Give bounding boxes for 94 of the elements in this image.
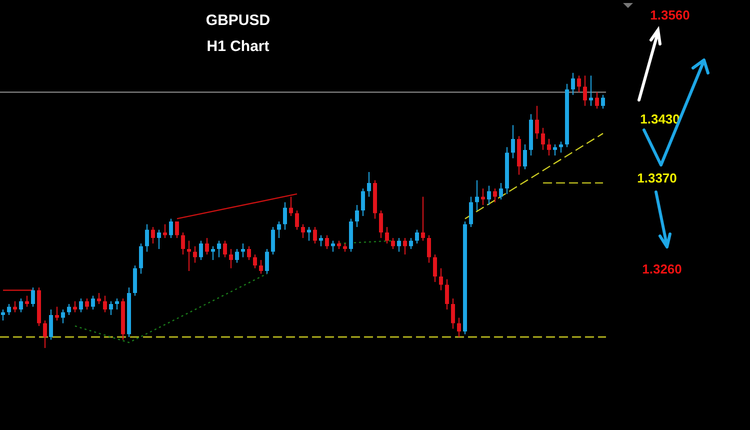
candlestick <box>199 240 203 260</box>
candlestick <box>385 226 389 244</box>
candlestick <box>205 237 209 255</box>
candlestick <box>169 218 173 238</box>
candlestick <box>163 224 167 238</box>
candlestick <box>379 210 383 238</box>
candlestick <box>31 286 35 308</box>
candlestick <box>391 237 395 250</box>
candlestick <box>583 75 587 106</box>
candlestick <box>109 300 113 316</box>
candlestick <box>241 242 245 258</box>
candlestick <box>283 202 287 230</box>
candlestick <box>235 248 239 264</box>
chart-subtitle: H1 Chart <box>206 38 270 55</box>
candlestick <box>145 224 149 252</box>
candlestick <box>49 309 53 340</box>
candlestick <box>601 94 605 110</box>
candlestick <box>355 204 359 228</box>
candlestick <box>55 306 59 322</box>
text: 1.3260 <box>642 262 682 276</box>
candlestick <box>421 196 425 242</box>
candlestick <box>469 196 473 228</box>
candlestick <box>211 246 215 260</box>
candlestick <box>415 229 419 244</box>
candlestick <box>157 229 161 250</box>
candlestick <box>367 171 371 198</box>
candlestick <box>541 127 545 150</box>
candlestick <box>253 254 257 269</box>
candlestick <box>193 246 197 264</box>
candlestick <box>589 75 593 106</box>
candlestick <box>247 246 251 260</box>
candlestick <box>499 182 503 200</box>
candlestick <box>223 240 227 258</box>
candlestick <box>313 226 317 244</box>
candlestick <box>439 268 443 291</box>
chart-title: GBPUSD <box>206 12 270 29</box>
candlestick <box>445 278 449 310</box>
candlestick <box>67 304 71 316</box>
candlestick <box>25 295 29 308</box>
candlestick <box>535 105 539 140</box>
candlestick <box>433 254 437 282</box>
candlestick <box>451 298 455 330</box>
candlestick <box>91 295 95 310</box>
candlestick <box>325 234 329 250</box>
candlestick <box>571 72 575 96</box>
candlestick <box>553 144 557 156</box>
candlestick <box>151 226 155 244</box>
candlestick <box>457 317 461 338</box>
candlestick <box>181 232 185 255</box>
candlestick <box>103 295 107 313</box>
candlestick <box>487 185 491 206</box>
candlestick <box>259 259 263 274</box>
candlestick <box>7 304 11 316</box>
candlestick <box>97 292 101 304</box>
candlestick <box>1 309 5 322</box>
candlestick <box>139 242 143 274</box>
candlestick <box>559 141 563 154</box>
candlestick <box>217 240 221 258</box>
candlestick <box>511 124 515 159</box>
candlestick <box>61 309 65 324</box>
candlestick <box>547 138 551 156</box>
candlestick <box>265 248 269 274</box>
candlestick <box>115 298 119 310</box>
candlestick <box>331 240 335 252</box>
candlestick <box>409 237 413 250</box>
candlestick <box>85 298 89 310</box>
candlestick <box>475 180 479 211</box>
candlestick <box>403 237 407 255</box>
candlestick <box>175 220 179 238</box>
candlestick <box>319 234 323 247</box>
candlestick <box>13 300 17 313</box>
candlestick <box>79 298 83 313</box>
candlestick <box>289 196 293 216</box>
candlestick <box>595 92 599 110</box>
candlestick <box>361 188 365 216</box>
candlestick <box>271 226 275 255</box>
candlestick <box>493 188 497 203</box>
candlestick <box>427 234 431 264</box>
text: 1.3430 <box>640 112 680 126</box>
text: 1.3370 <box>637 170 677 186</box>
candlestick <box>295 210 299 230</box>
candlestick <box>73 300 77 313</box>
text: 1.3560 <box>650 8 690 22</box>
candlestick <box>307 226 311 242</box>
candlestick <box>187 240 191 272</box>
candlestick <box>277 220 281 238</box>
candlestick <box>19 298 23 313</box>
candlestick <box>301 224 305 238</box>
candlestick <box>577 75 581 93</box>
candlestick <box>229 248 233 269</box>
candlestick <box>43 320 47 349</box>
candlestick <box>523 144 527 170</box>
candlestick <box>397 237 401 252</box>
candlestick <box>481 188 485 206</box>
